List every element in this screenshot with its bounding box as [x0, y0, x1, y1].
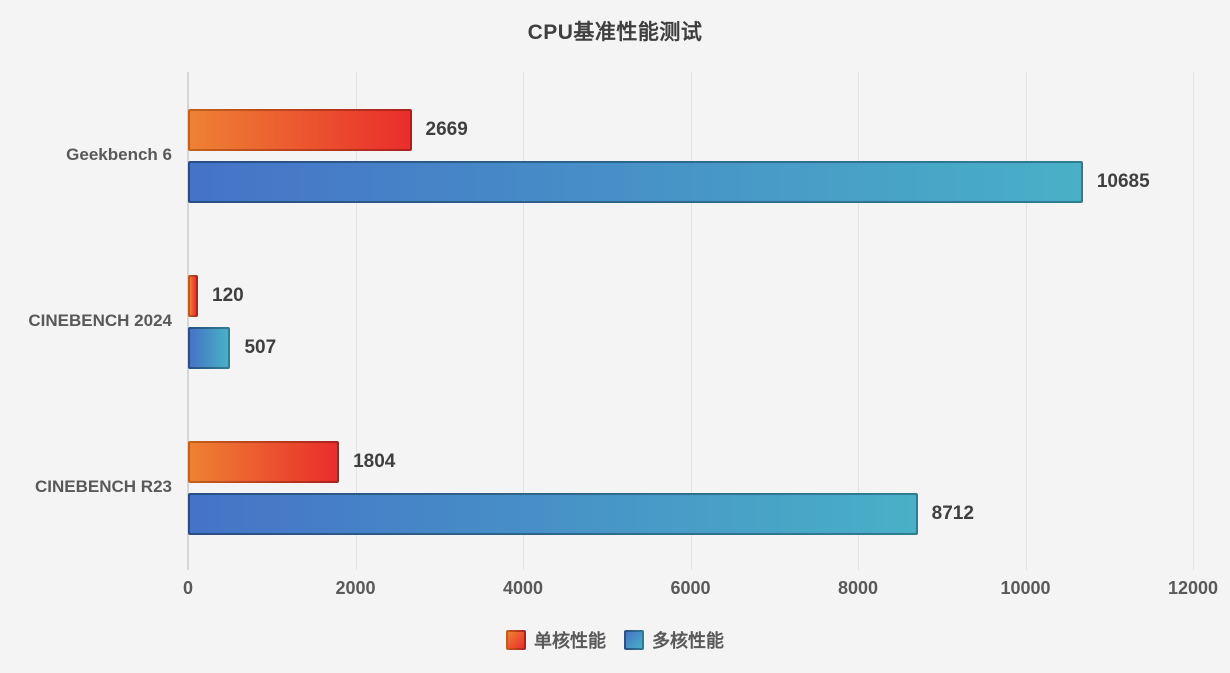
- legend-label-multi-core: 多核性能: [652, 631, 724, 651]
- multi-core-swatch-icon: [624, 630, 644, 650]
- gridline: [523, 72, 524, 570]
- bar-multi-core: [188, 327, 231, 369]
- category-axis: Geekbench 6 CINEBENCH 2024 CINEBENCH R23: [0, 0, 180, 673]
- bar-fill: [190, 443, 338, 481]
- x-tick-label: 10000: [1000, 578, 1051, 598]
- x-tick-label: 4000: [502, 578, 544, 598]
- axis-line: [187, 72, 189, 570]
- legend-label-single-core: 单核性能: [534, 631, 606, 651]
- bar-single-core: [188, 109, 412, 151]
- x-tick-label: 8000: [837, 578, 879, 598]
- gridline: [355, 72, 357, 570]
- chart-title: CPU基准性能测试: [527, 21, 703, 44]
- bar-fill: [190, 495, 916, 533]
- category-label: CINEBENCH R23: [35, 477, 172, 496]
- single-core-swatch-icon: [506, 630, 526, 650]
- gridline: [1025, 72, 1027, 570]
- legend-item-single-core: 单核性能: [506, 627, 606, 653]
- swatch-fill: [508, 632, 524, 648]
- gridline: [690, 72, 692, 570]
- legend: 单核性能 多核性能: [0, 627, 1230, 653]
- value-label: 120: [212, 285, 244, 306]
- category-label: Geekbench 6: [66, 145, 172, 164]
- plot-area: 2669 10685 120 507 1804 8712: [187, 72, 1194, 570]
- bar-fill: [190, 329, 229, 367]
- bar-fill: [190, 111, 410, 149]
- legend-item-multi-core: 多核性能: [624, 627, 724, 653]
- bar-single-core: [188, 275, 199, 317]
- value-axis: 0 2000 4000 6000 8000 10000 12000: [183, 578, 1218, 604]
- gridline: [858, 72, 859, 570]
- x-tick-label: 6000: [670, 578, 711, 598]
- bar-single-core: [188, 441, 340, 483]
- bar-fill: [190, 163, 1081, 201]
- x-tick-label: 2000: [335, 578, 376, 598]
- category-label: CINEBENCH 2024: [28, 311, 172, 330]
- value-label: 10685: [1096, 171, 1150, 192]
- bar-multi-core: [188, 493, 918, 535]
- value-label: 2669: [425, 119, 468, 140]
- value-label: 8712: [931, 503, 974, 524]
- bar-fill: [190, 277, 197, 315]
- value-label: 507: [244, 337, 277, 358]
- x-tick-label: 12000: [1167, 578, 1219, 598]
- gridline: [1193, 72, 1194, 570]
- bar-multi-core: [188, 161, 1083, 203]
- value-label: 1804: [353, 451, 396, 472]
- x-tick-label: 0: [182, 578, 193, 598]
- swatch-fill: [626, 632, 642, 648]
